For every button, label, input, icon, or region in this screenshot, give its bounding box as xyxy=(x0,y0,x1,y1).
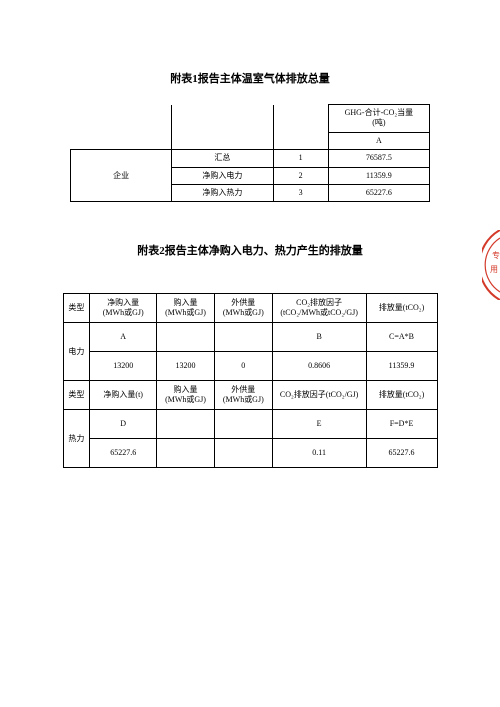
letter-c: C=A*B xyxy=(366,323,437,352)
table1-header-letter: A xyxy=(328,132,429,149)
heat-net-val: 65227.6 xyxy=(90,439,157,468)
letter-a: A xyxy=(90,323,157,352)
letter-e: E xyxy=(272,410,366,439)
col-type-header2: 类型 xyxy=(63,381,90,410)
table1-row-idx: 1 xyxy=(273,150,328,167)
svg-text:用: 用 xyxy=(490,265,498,274)
table1-row-val: 76587.5 xyxy=(328,150,429,167)
table1-row-name: 净购入热力 xyxy=(172,184,273,201)
heat-emit-header: 排放量(tCO₂) xyxy=(366,381,437,410)
heat-buy-header: 购入量(MWh或GJ) xyxy=(157,381,215,410)
stamp-icon: 专 用 xyxy=(482,230,500,300)
col-net-header: 净购入量(MWh或GJ) xyxy=(90,294,157,323)
col-emit-header: 排放量(tCO₂) xyxy=(366,294,437,323)
table1-header-ghg: GHG-合计-CO₂当量(吨) xyxy=(328,105,429,133)
elec-label: 电力 xyxy=(63,323,90,381)
heat-net-header: 净购入量(t) xyxy=(90,381,157,410)
empty-cell xyxy=(214,323,272,352)
table1-title: 附表1报告主体温室气体排放总量 xyxy=(45,70,455,86)
col-factor-header: CO₂排放因子(tCO₂/MWh或tCO₂/GJ) xyxy=(272,294,366,323)
heat-factor-header: CO₂排放因子(tCO₂/GJ) xyxy=(272,381,366,410)
elec-emit-val: 11359.9 xyxy=(366,352,437,381)
heat-factor-val: 0.11 xyxy=(272,439,366,468)
letter-d: D xyxy=(90,410,157,439)
empty-cell xyxy=(157,410,215,439)
table1-row-idx: 2 xyxy=(273,167,328,184)
empty-cell xyxy=(157,323,215,352)
heat-emit-val: 65227.6 xyxy=(366,439,437,468)
table1-row-name: 汇总 xyxy=(172,150,273,167)
heat-out-header: 外供量(MWh或GJ) xyxy=(214,381,272,410)
table1-rowlabel: 企业 xyxy=(71,150,172,202)
table2-title: 附表2报告主体净购入电力、热力产生的排放量 xyxy=(45,242,455,258)
svg-text:专: 专 xyxy=(492,250,500,260)
heat-label: 热力 xyxy=(63,410,90,468)
table1-row-val: 11359.9 xyxy=(328,167,429,184)
letter-f: F=D*E xyxy=(366,410,437,439)
table1-row-val: 65227.6 xyxy=(328,184,429,201)
col-out-header: 外供量(MWh或GJ) xyxy=(214,294,272,323)
table1-row-idx: 3 xyxy=(273,184,328,201)
elec-factor-val: 0.8606 xyxy=(272,352,366,381)
empty-cell xyxy=(214,410,272,439)
letter-b: B xyxy=(272,323,366,352)
col-buy-header: 购入量(MWh或GJ) xyxy=(157,294,215,323)
table1: GHG-合计-CO₂当量(吨) A 企业 汇总 1 76587.5 净购入电力 … xyxy=(70,104,430,202)
elec-buy-val: 13200 xyxy=(157,352,215,381)
empty-cell xyxy=(214,439,272,468)
col-type-header: 类型 xyxy=(63,294,90,323)
elec-net-val: 13200 xyxy=(90,352,157,381)
empty-cell xyxy=(157,439,215,468)
table2: 类型 净购入量(MWh或GJ) 购入量(MWh或GJ) 外供量(MWh或GJ) … xyxy=(63,293,438,468)
table1-row-name: 净购入电力 xyxy=(172,167,273,184)
elec-out-val: 0 xyxy=(214,352,272,381)
